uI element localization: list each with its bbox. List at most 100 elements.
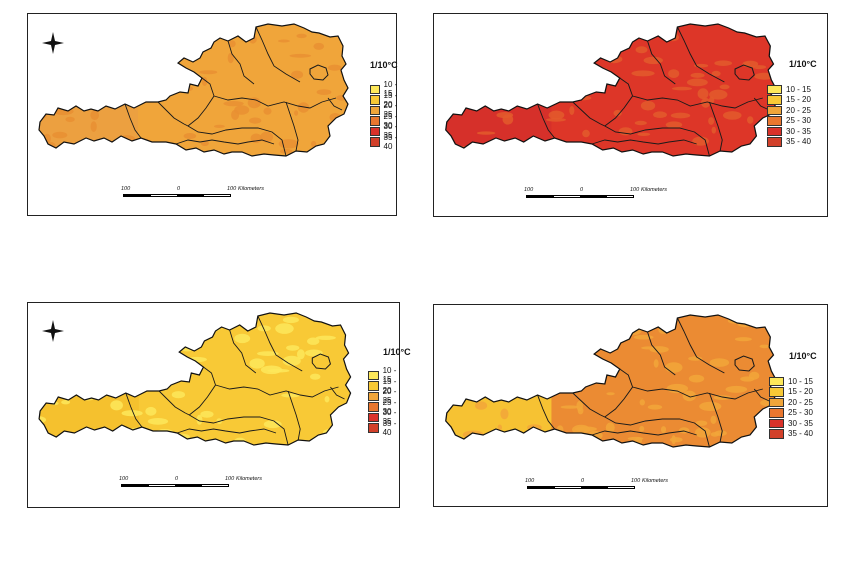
legend-item: 10 - 15 (368, 366, 399, 384)
scale-label-right: 100 (227, 186, 237, 192)
state-border (537, 103, 556, 139)
legend-item: 30 - 35 (769, 418, 813, 429)
legend-swatch (767, 116, 782, 126)
state-border (124, 103, 142, 139)
scale-label-left: 100 (525, 478, 535, 484)
legend-swatch (370, 105, 380, 115)
state-border (227, 40, 255, 85)
legend-label: 25 - 30 (382, 397, 397, 416)
legend-label: 35 - 40 (383, 132, 398, 151)
legend-swatch (368, 391, 379, 401)
state-border (753, 97, 770, 111)
legend-label: 20 - 25 (382, 387, 397, 406)
state-border (327, 97, 343, 111)
scale-bar-segment (527, 196, 554, 197)
legend-item: 30 - 35 (767, 126, 811, 137)
legend-swatch (767, 84, 782, 94)
legend-item: 35 - 40 (368, 419, 399, 437)
legend-item: 35 - 40 (769, 429, 813, 440)
legend-item: 10 - 15 (767, 84, 811, 95)
legend-item: 25 - 30 (370, 112, 398, 130)
state-border (189, 414, 289, 446)
legend-swatch (767, 95, 782, 105)
legend-label: 35 - 40 (786, 137, 811, 147)
state-border (572, 101, 601, 125)
state-border (572, 392, 601, 416)
legend-item: 20 - 25 (769, 397, 813, 408)
legend-swatch (368, 381, 379, 391)
scale-label-mid: 0 (177, 186, 181, 192)
scale-unit: Kilometers (238, 186, 264, 192)
state-border (632, 386, 763, 400)
legend-title: 1/10°C (789, 59, 817, 69)
legend-item: 10 - 15 (370, 80, 398, 98)
legend-item: 25 - 30 (368, 398, 399, 416)
scale-bar-segment (175, 485, 202, 486)
map-panel-4: 1/10°C 10 - 15 15 - 20 20 - 25 25 - 30 30 - … (433, 304, 828, 507)
legend-label: 10 - 15 (383, 80, 398, 99)
state-border (257, 315, 303, 372)
state-border (604, 416, 710, 448)
north-arrow-icon (41, 31, 65, 55)
state-border (175, 139, 275, 145)
scale-bar-graphic (527, 486, 635, 489)
state-border (215, 384, 339, 398)
scale-bar-segment (177, 195, 204, 196)
legend-label: 35 - 40 (382, 418, 397, 437)
legend-item: 35 - 40 (370, 133, 398, 151)
country-outline (445, 314, 777, 448)
legend-swatch (769, 387, 784, 397)
state-border (708, 392, 723, 443)
scale-bar-segment (528, 487, 555, 488)
legend-label: 30 - 35 (383, 122, 398, 141)
legend: 10 - 15 15 - 20 20 - 25 25 - 30 30 - 35 35 - … (370, 80, 398, 151)
state-border (647, 331, 676, 376)
austria-map (38, 23, 349, 157)
legend-swatch (769, 429, 784, 439)
scale-bar-graphic (526, 195, 634, 198)
state-border (676, 26, 725, 83)
state-border (600, 368, 634, 418)
legend-label: 30 - 35 (382, 408, 397, 427)
legend-label: 10 - 15 (382, 366, 397, 385)
legend-swatch (769, 408, 784, 418)
scale-unit: Kilometers (641, 187, 667, 193)
scale-label-mid: 0 (580, 187, 584, 193)
legend-swatch (767, 105, 782, 115)
legend-item: 25 - 30 (767, 116, 811, 127)
legend-item: 20 - 25 (368, 387, 399, 405)
legend-swatch (368, 412, 379, 422)
legend-label: 30 - 35 (786, 126, 811, 136)
state-border (330, 386, 345, 400)
state-border (591, 139, 697, 145)
scale-label-right: 100 (630, 187, 640, 193)
country-outline (38, 312, 352, 446)
country-outline (38, 23, 349, 157)
legend-swatch (368, 402, 379, 412)
map-panel-1: 1/10°C 10 - 15 15 - 20 20 - 25 25 - 30 30 - … (27, 13, 398, 216)
legend-item: 20 - 25 (767, 105, 811, 116)
vienna-border (734, 355, 755, 372)
legend-title: 1/10°C (370, 60, 398, 70)
legend-swatch (368, 370, 379, 380)
state-border (255, 26, 301, 83)
legend-label: 15 - 20 (786, 95, 811, 105)
legend-label: 15 - 20 (788, 387, 813, 397)
scale-label-left: 100 (524, 187, 534, 193)
legend-swatch (370, 95, 380, 105)
austria-map (445, 314, 777, 448)
legend-swatch (370, 126, 380, 136)
state-border (708, 101, 723, 152)
state-border (287, 390, 301, 441)
legend-item: 30 - 35 (370, 122, 398, 140)
legend-swatch (769, 376, 784, 386)
scale-label-right: 100 (225, 476, 235, 482)
legend-item: 10 - 15 (769, 376, 813, 387)
legend-item: 35 - 40 (767, 137, 811, 148)
state-border (187, 125, 287, 157)
vienna-border (311, 353, 331, 370)
vienna-border (734, 64, 755, 81)
legend-title: 1/10°C (789, 351, 817, 361)
state-border (604, 125, 710, 157)
legend: 10 - 15 15 - 20 20 - 25 25 - 30 30 - 35 35 - … (767, 84, 811, 147)
